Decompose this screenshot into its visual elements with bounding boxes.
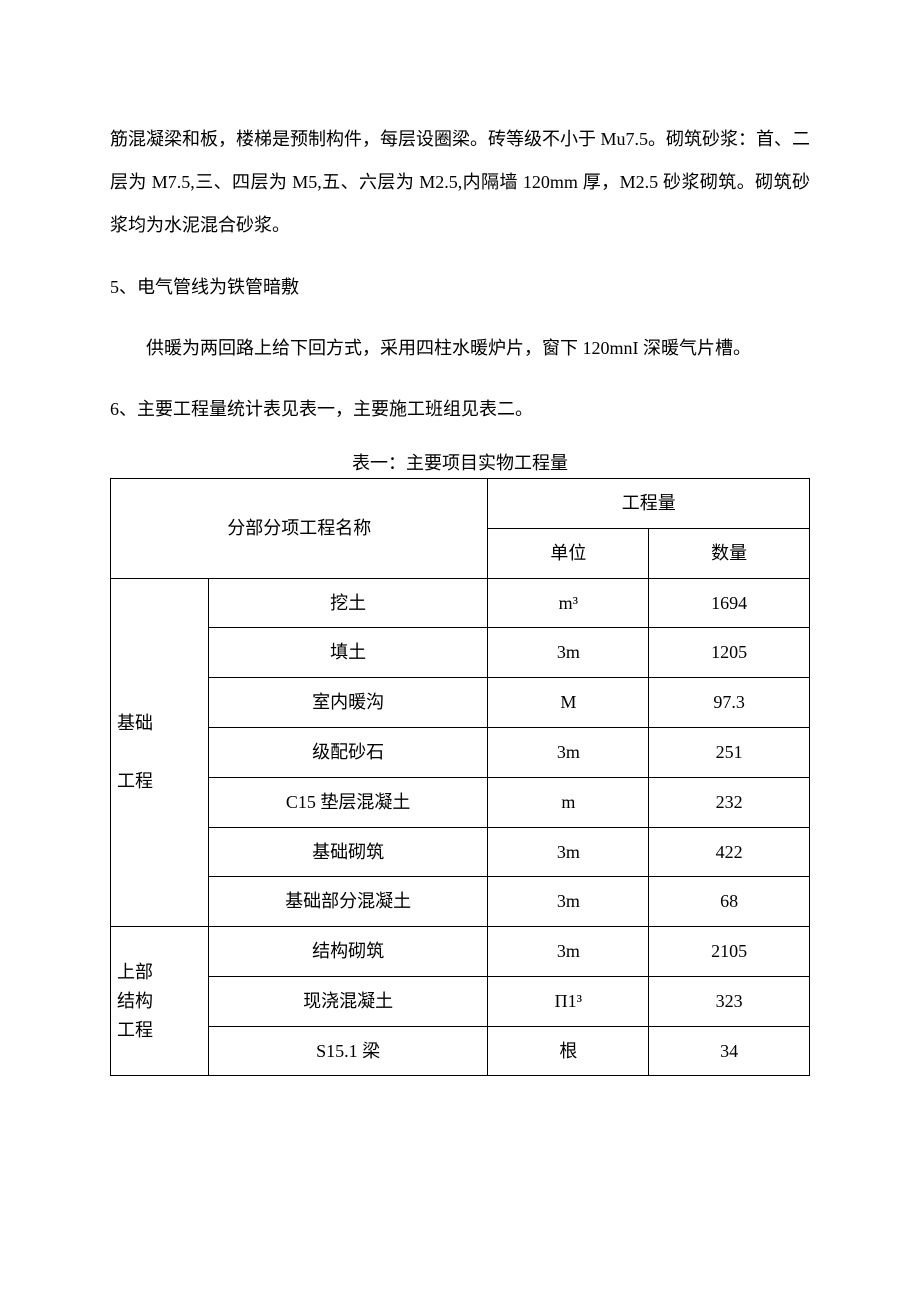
paragraph-heating: 供暖为两回路上给下回方式，采用四柱水暖炉片，窗下 120mnI 深暖气片槽。 [110, 327, 810, 370]
cell-amount: 422 [649, 827, 810, 877]
cell-unit: 3m [488, 827, 649, 877]
col-header-amount: 数量 [649, 528, 810, 578]
cell-item: 填土 [208, 628, 488, 678]
cell-item: 基础部分混凝土 [208, 877, 488, 927]
section-label-foundation: 基础 工程 [111, 578, 209, 927]
cell-unit: m³ [488, 578, 649, 628]
cell-amount: 323 [649, 976, 810, 1026]
quantities-table: 分部分项工程名称 工程量 单位 数量 基础 工程 挖土 m³ 1694 填土 3… [110, 478, 810, 1077]
cell-amount: 68 [649, 877, 810, 927]
cell-item: S15.1 梁 [208, 1026, 488, 1076]
section-label-superstructure: 上部 结构 工程 [111, 927, 209, 1076]
section-label-line: 上部 [117, 962, 153, 982]
cell-amount: 97.3 [649, 678, 810, 728]
cell-item: C15 垫层混凝土 [208, 777, 488, 827]
table-body: 分部分项工程名称 工程量 单位 数量 基础 工程 挖土 m³ 1694 填土 3… [111, 478, 810, 1076]
cell-unit: 3m [488, 877, 649, 927]
section-label-line: 工程 [117, 1020, 153, 1040]
table-row: 基础砌筑 3m 422 [111, 827, 810, 877]
paragraph-electrical-title: 5、电气管线为铁管暗敷 [110, 266, 810, 309]
table-row: 填土 3m 1205 [111, 628, 810, 678]
table-row: 基础 工程 挖土 m³ 1694 [111, 578, 810, 628]
table-row: 室内暖沟 M 97.3 [111, 678, 810, 728]
table-row: 现浇混凝土 Π1³ 323 [111, 976, 810, 1026]
col-header-unit: 单位 [488, 528, 649, 578]
document-page: 筋混凝梁和板，楼梯是预制构件，每层设圈梁。砖等级不小于 Mu7.5。砌筑砂浆：首… [0, 0, 920, 1301]
table-header-row-1: 分部分项工程名称 工程量 [111, 478, 810, 528]
cell-amount: 2105 [649, 927, 810, 977]
cell-unit: 3m [488, 727, 649, 777]
cell-unit: Π1³ [488, 976, 649, 1026]
table-caption: 表一：主要项目实物工程量 [110, 449, 810, 478]
cell-unit: 3m [488, 628, 649, 678]
col-header-name: 分部分项工程名称 [111, 478, 488, 578]
table-row: 上部 结构 工程 结构砌筑 3m 2105 [111, 927, 810, 977]
cell-unit: 根 [488, 1026, 649, 1076]
table-row: 基础部分混凝土 3m 68 [111, 877, 810, 927]
cell-item: 基础砌筑 [208, 827, 488, 877]
table-row: S15.1 梁 根 34 [111, 1026, 810, 1076]
cell-item: 挖土 [208, 578, 488, 628]
cell-amount: 251 [649, 727, 810, 777]
table-row: 级配砂石 3m 251 [111, 727, 810, 777]
cell-amount: 1694 [649, 578, 810, 628]
cell-item: 级配砂石 [208, 727, 488, 777]
section-label-line: 结构 [117, 991, 153, 1011]
paragraph-tables-ref: 6、主要工程量统计表见表一，主要施工班组见表二。 [110, 388, 810, 431]
section-label-line: 基础 [117, 713, 153, 733]
cell-item: 现浇混凝土 [208, 976, 488, 1026]
cell-item: 结构砌筑 [208, 927, 488, 977]
cell-item: 室内暖沟 [208, 678, 488, 728]
cell-unit: M [488, 678, 649, 728]
cell-amount: 232 [649, 777, 810, 827]
cell-amount: 34 [649, 1026, 810, 1076]
paragraph-structure: 筋混凝梁和板，楼梯是预制构件，每层设圈梁。砖等级不小于 Mu7.5。砌筑砂浆：首… [110, 118, 810, 248]
cell-unit: m [488, 777, 649, 827]
cell-unit: 3m [488, 927, 649, 977]
section-label-line: 工程 [117, 771, 153, 791]
table-row: C15 垫层混凝土 m 232 [111, 777, 810, 827]
col-header-qty: 工程量 [488, 478, 810, 528]
cell-amount: 1205 [649, 628, 810, 678]
